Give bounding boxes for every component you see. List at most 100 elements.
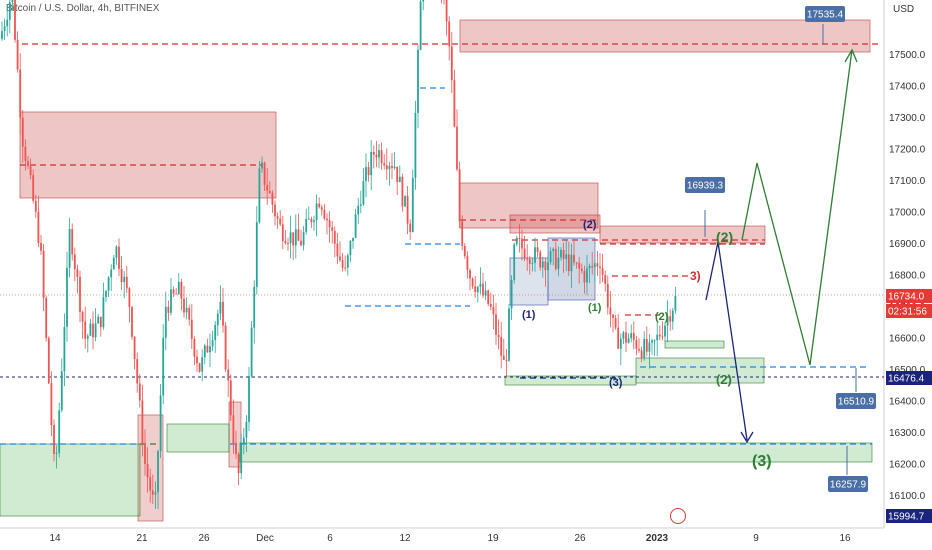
- candle-body: [422, 0, 425, 2]
- zone-rect: [635, 357, 765, 384]
- candle-body: [640, 350, 643, 358]
- candle-body: [318, 203, 321, 208]
- y-tick-label: 16400.0: [889, 397, 926, 408]
- projection-arrow-green: [844, 48, 858, 63]
- candle-body: [635, 340, 638, 349]
- candle-body: [622, 332, 625, 339]
- candle-body: [172, 289, 175, 294]
- candle-body: [144, 445, 146, 465]
- zone-rect: [239, 442, 873, 463]
- candle-body: [383, 163, 386, 166]
- chart-title: Bitcoin / U.S. Dollar, 4h, BITFINEX: [6, 3, 160, 14]
- candle-body: [609, 307, 612, 315]
- candle-body: [261, 162, 263, 169]
- candle-body: [370, 152, 373, 176]
- candle-body: [16, 39, 19, 70]
- zone-rect: [0, 443, 141, 517]
- candle-body: [391, 165, 393, 169]
- candle-body: [336, 243, 339, 257]
- callout-tag-label: 16257.9: [830, 480, 867, 491]
- candle-body: [21, 117, 24, 147]
- candle-body: [151, 490, 154, 495]
- x-tick-label: 6: [327, 533, 333, 544]
- callout-tag-label: 17535.4: [807, 10, 844, 21]
- candle-body: [580, 268, 583, 271]
- candle-body: [393, 166, 396, 169]
- candle-body: [219, 301, 222, 314]
- candle-body: [68, 229, 71, 268]
- candle-body: [45, 297, 48, 338]
- projection-arrow-blue: [740, 431, 754, 444]
- y-tick-label: 16500.0: [889, 365, 926, 376]
- candle-body: [190, 319, 193, 340]
- candle-body: [630, 333, 633, 339]
- candle-body: [526, 258, 529, 260]
- projection-path-green: [741, 49, 853, 366]
- candle-body: [513, 244, 516, 281]
- y-tick-label: 16900.0: [889, 239, 926, 250]
- candle-body: [310, 218, 313, 223]
- candle-body: [671, 310, 674, 322]
- candle-body: [593, 263, 596, 268]
- candle-body: [653, 340, 656, 342]
- candle-body: [118, 246, 120, 269]
- candle-body: [255, 222, 258, 287]
- candle-body: [170, 289, 172, 313]
- candle-body: [367, 167, 370, 176]
- candle-body: [458, 169, 461, 222]
- candle-body: [294, 229, 297, 246]
- candle-body: [29, 166, 32, 176]
- candle-body: [154, 492, 157, 495]
- candle-body: [71, 229, 74, 255]
- candle-body: [232, 415, 235, 443]
- candle-body: [349, 240, 352, 256]
- candle-body: [531, 262, 534, 264]
- candle-body: [612, 314, 614, 318]
- candle-body: [614, 317, 617, 328]
- candle-body: [34, 200, 37, 212]
- candle-body: [315, 203, 318, 221]
- candle-body: [105, 290, 107, 298]
- candle-body: [354, 214, 357, 238]
- candle-body: [115, 246, 118, 258]
- candle-body: [385, 165, 388, 170]
- candle-body: [6, 19, 9, 27]
- candle-body: [557, 257, 560, 269]
- x-tick-label: 12: [399, 533, 411, 544]
- candle-body: [253, 286, 256, 328]
- candle-body: [258, 168, 261, 223]
- candle-body: [227, 369, 230, 381]
- candle-body: [224, 325, 227, 370]
- candle-body: [164, 306, 167, 338]
- candle-body: [53, 424, 55, 454]
- candle-body: [398, 176, 401, 183]
- candle-body: [643, 339, 646, 358]
- candle-body: [570, 254, 573, 272]
- candle-body: [302, 232, 305, 246]
- candle-body: [99, 316, 102, 328]
- candle-body: [656, 334, 659, 341]
- candle-body: [281, 224, 284, 241]
- candle-body: [669, 316, 672, 322]
- axis-price-tag-label: 16476.4: [888, 374, 925, 385]
- y-tick-label: 16100.0: [889, 491, 926, 502]
- y-tick-label: 16200.0: [889, 460, 926, 471]
- candle-body: [552, 248, 555, 252]
- candle-body: [66, 267, 68, 327]
- candle-body: [328, 220, 331, 228]
- candle-body: [133, 336, 136, 360]
- axis-price-tag: [886, 509, 932, 523]
- candle-body: [177, 281, 180, 295]
- x-tick-label: 26: [574, 533, 586, 544]
- candle-body: [375, 154, 378, 158]
- candle-body: [47, 337, 50, 384]
- candle-body: [86, 335, 89, 339]
- candle-body: [372, 152, 375, 155]
- candle-body: [50, 383, 53, 425]
- currency-label: USD: [893, 4, 914, 15]
- callout-tag-label: 16939.3: [687, 181, 724, 192]
- candle-body: [276, 216, 279, 219]
- candle-body: [500, 337, 503, 356]
- candle-body: [562, 249, 565, 260]
